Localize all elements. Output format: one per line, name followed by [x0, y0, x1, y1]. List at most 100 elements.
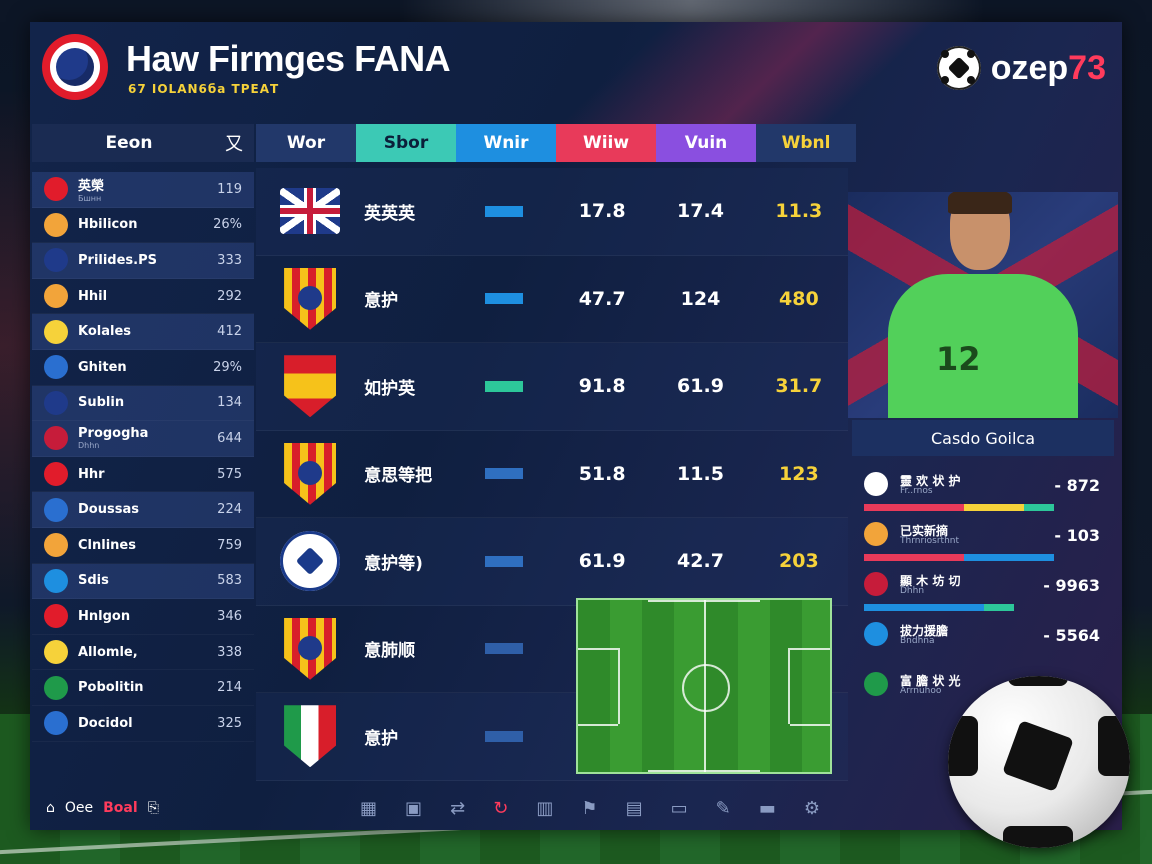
- team-value: 224: [217, 502, 242, 518]
- tab-1[interactable]: Sbor: [356, 124, 456, 162]
- columns-icon[interactable]: ▥: [536, 797, 554, 819]
- table-row[interactable]: 英英英 17.8 17.4 11.3: [256, 168, 848, 256]
- tab-2[interactable]: Wnir: [456, 124, 556, 162]
- table-row[interactable]: 意肺顺: [256, 606, 848, 693]
- stat-sub: Arrnuhoo: [900, 686, 942, 696]
- crest-ball-icon: [56, 48, 94, 86]
- spain-crest-icon: [284, 442, 337, 505]
- team-row[interactable]: Hhr 575: [32, 457, 254, 493]
- team-crest-icon: [44, 248, 68, 273]
- stat-sub: Thrnriosrthnt: [900, 536, 960, 546]
- team-row[interactable]: 英榮 Бшнн 119: [32, 172, 254, 208]
- team-value: 583: [217, 573, 242, 589]
- team-crest-icon: [44, 533, 68, 558]
- stat-row[interactable]: 拔力援膽 Bndhna - 5564: [852, 614, 1114, 664]
- close-icon[interactable]: 又: [225, 134, 243, 155]
- club-logo: [42, 34, 108, 100]
- team-value: 759: [217, 537, 242, 553]
- row-name: 如护英: [364, 378, 416, 399]
- table-row[interactable]: 意思等把 51.8 11.5 123: [256, 431, 848, 518]
- team-value: 26%: [213, 217, 242, 233]
- table-row[interactable]: 意护等) 61.9 42.7 203: [256, 518, 848, 606]
- flag-icon[interactable]: ⚑: [581, 797, 598, 819]
- team-row[interactable]: Ghiten 29%: [32, 350, 254, 386]
- grid-icon[interactable]: ▦: [360, 797, 378, 819]
- team-row[interactable]: Sdis 583: [32, 563, 254, 600]
- row-value-3: 11.3: [775, 200, 823, 223]
- team-value: 575: [217, 466, 242, 482]
- layout-icon[interactable]: ▣: [405, 797, 423, 819]
- row-bar: [484, 293, 523, 305]
- toolbar: ▦ ▣ ⇄ ↻ ▥ ⚑ ▤ ▭ ✎ ▬ ⚙: [360, 790, 820, 826]
- table-row[interactable]: 意护 47.7 124 480: [256, 256, 848, 343]
- team-name: Hbilicon: [78, 217, 138, 233]
- tab-5[interactable]: Wbnl: [756, 124, 856, 162]
- shuffle-icon[interactable]: ⇄: [450, 797, 466, 819]
- team-row[interactable]: Kolales 412: [32, 314, 254, 350]
- team-name: Hhr: [78, 466, 105, 482]
- team-row[interactable]: Allomle, 338: [32, 635, 254, 671]
- team-row[interactable]: Progogha Dhhn 644: [32, 421, 254, 457]
- row-bar: [484, 555, 523, 567]
- tab-0[interactable]: Wor: [256, 124, 356, 162]
- team-list-header: Eeon 又: [32, 124, 254, 162]
- team-row[interactable]: Prilides.PS 333: [32, 243, 254, 279]
- chart-icon[interactable]: ▤: [625, 797, 643, 819]
- row-bar: [484, 468, 523, 480]
- stat-row[interactable]: 富 膽 状 光 Arrnuhoo: [852, 664, 1114, 714]
- team-crest-icon: [44, 426, 68, 451]
- team-crest-icon: [44, 675, 68, 700]
- team-row[interactable]: Hbilicon 26%: [32, 208, 254, 244]
- soccer-ball-icon: [936, 46, 981, 90]
- team-row[interactable]: Clnlines 759: [32, 528, 254, 564]
- team-row[interactable]: Doussas 224: [32, 492, 254, 528]
- stat-icon: [864, 522, 888, 546]
- list-icon[interactable]: ⌂: [46, 800, 55, 816]
- mini-pitch[interactable]: [576, 598, 832, 774]
- stat-row[interactable]: 靈 欢 状 护 Fr..rnos - 872: [852, 464, 1114, 514]
- save-icon[interactable]: ▬: [758, 797, 776, 819]
- row-value-2: 17.4: [677, 200, 724, 223]
- team-row[interactable]: Sublin 134: [32, 385, 254, 422]
- share-icon[interactable]: ⎘: [147, 800, 159, 816]
- team-crest-icon: [44, 711, 68, 736]
- team-row[interactable]: Docidol 325: [32, 706, 254, 742]
- team-value: 292: [217, 288, 242, 304]
- italy-flag-icon: [284, 705, 337, 768]
- team-value: 338: [217, 644, 242, 660]
- stat-sub: Bndhna: [900, 636, 935, 646]
- team-row[interactable]: Hhil 292: [32, 279, 254, 315]
- table-row[interactable]: 如护英 91.8 61.9 31.7: [256, 343, 848, 431]
- footer-label: Oee: [64, 800, 94, 816]
- stat-row[interactable]: 顯 木 坊 切 Dhhn - 9963: [852, 564, 1114, 614]
- stat-title: 靈 欢 状 护: [900, 474, 961, 488]
- stat-row[interactable]: 已实新摘 Thrnriosrthnt - 103: [852, 514, 1114, 564]
- brand[interactable]: ozep73: [936, 46, 1106, 90]
- team-value: 325: [217, 715, 242, 731]
- row-value-1: 51.8: [578, 462, 626, 485]
- edit-icon[interactable]: ✎: [715, 797, 731, 819]
- team-name: Ghiten: [78, 359, 127, 375]
- team-value: 644: [217, 430, 242, 446]
- refresh-icon[interactable]: ↻: [493, 797, 509, 819]
- team-name: Pobolitin: [78, 680, 144, 696]
- stat-icon: [864, 672, 888, 696]
- tab-3[interactable]: Wiiw: [556, 124, 656, 162]
- stats-tabs: Wor Sbor Wnir Wiiw Vuin Wbnl: [256, 124, 856, 162]
- monitor-icon[interactable]: ▭: [670, 797, 688, 819]
- team-row[interactable]: Pobolitin 214: [32, 670, 254, 706]
- page-subtitle: 67 IOLAN6ба ТРЕАТ: [128, 82, 280, 96]
- team-crest-icon: [44, 390, 68, 415]
- goal-button[interactable]: Boal: [103, 800, 138, 816]
- row-bar: [484, 730, 523, 742]
- team-row[interactable]: Hnlgon 346: [32, 599, 254, 635]
- team-name: Kolales: [78, 324, 132, 340]
- stat-title: 富 膽 状 光: [900, 674, 961, 688]
- row-value-1: 61.9: [578, 550, 626, 573]
- team-value: 333: [217, 252, 242, 268]
- team-value: 214: [217, 680, 242, 696]
- tab-4[interactable]: Vuin: [656, 124, 756, 162]
- team-crest-icon: [44, 284, 68, 309]
- settings-icon[interactable]: ⚙: [803, 797, 820, 819]
- row-bar: [484, 380, 523, 392]
